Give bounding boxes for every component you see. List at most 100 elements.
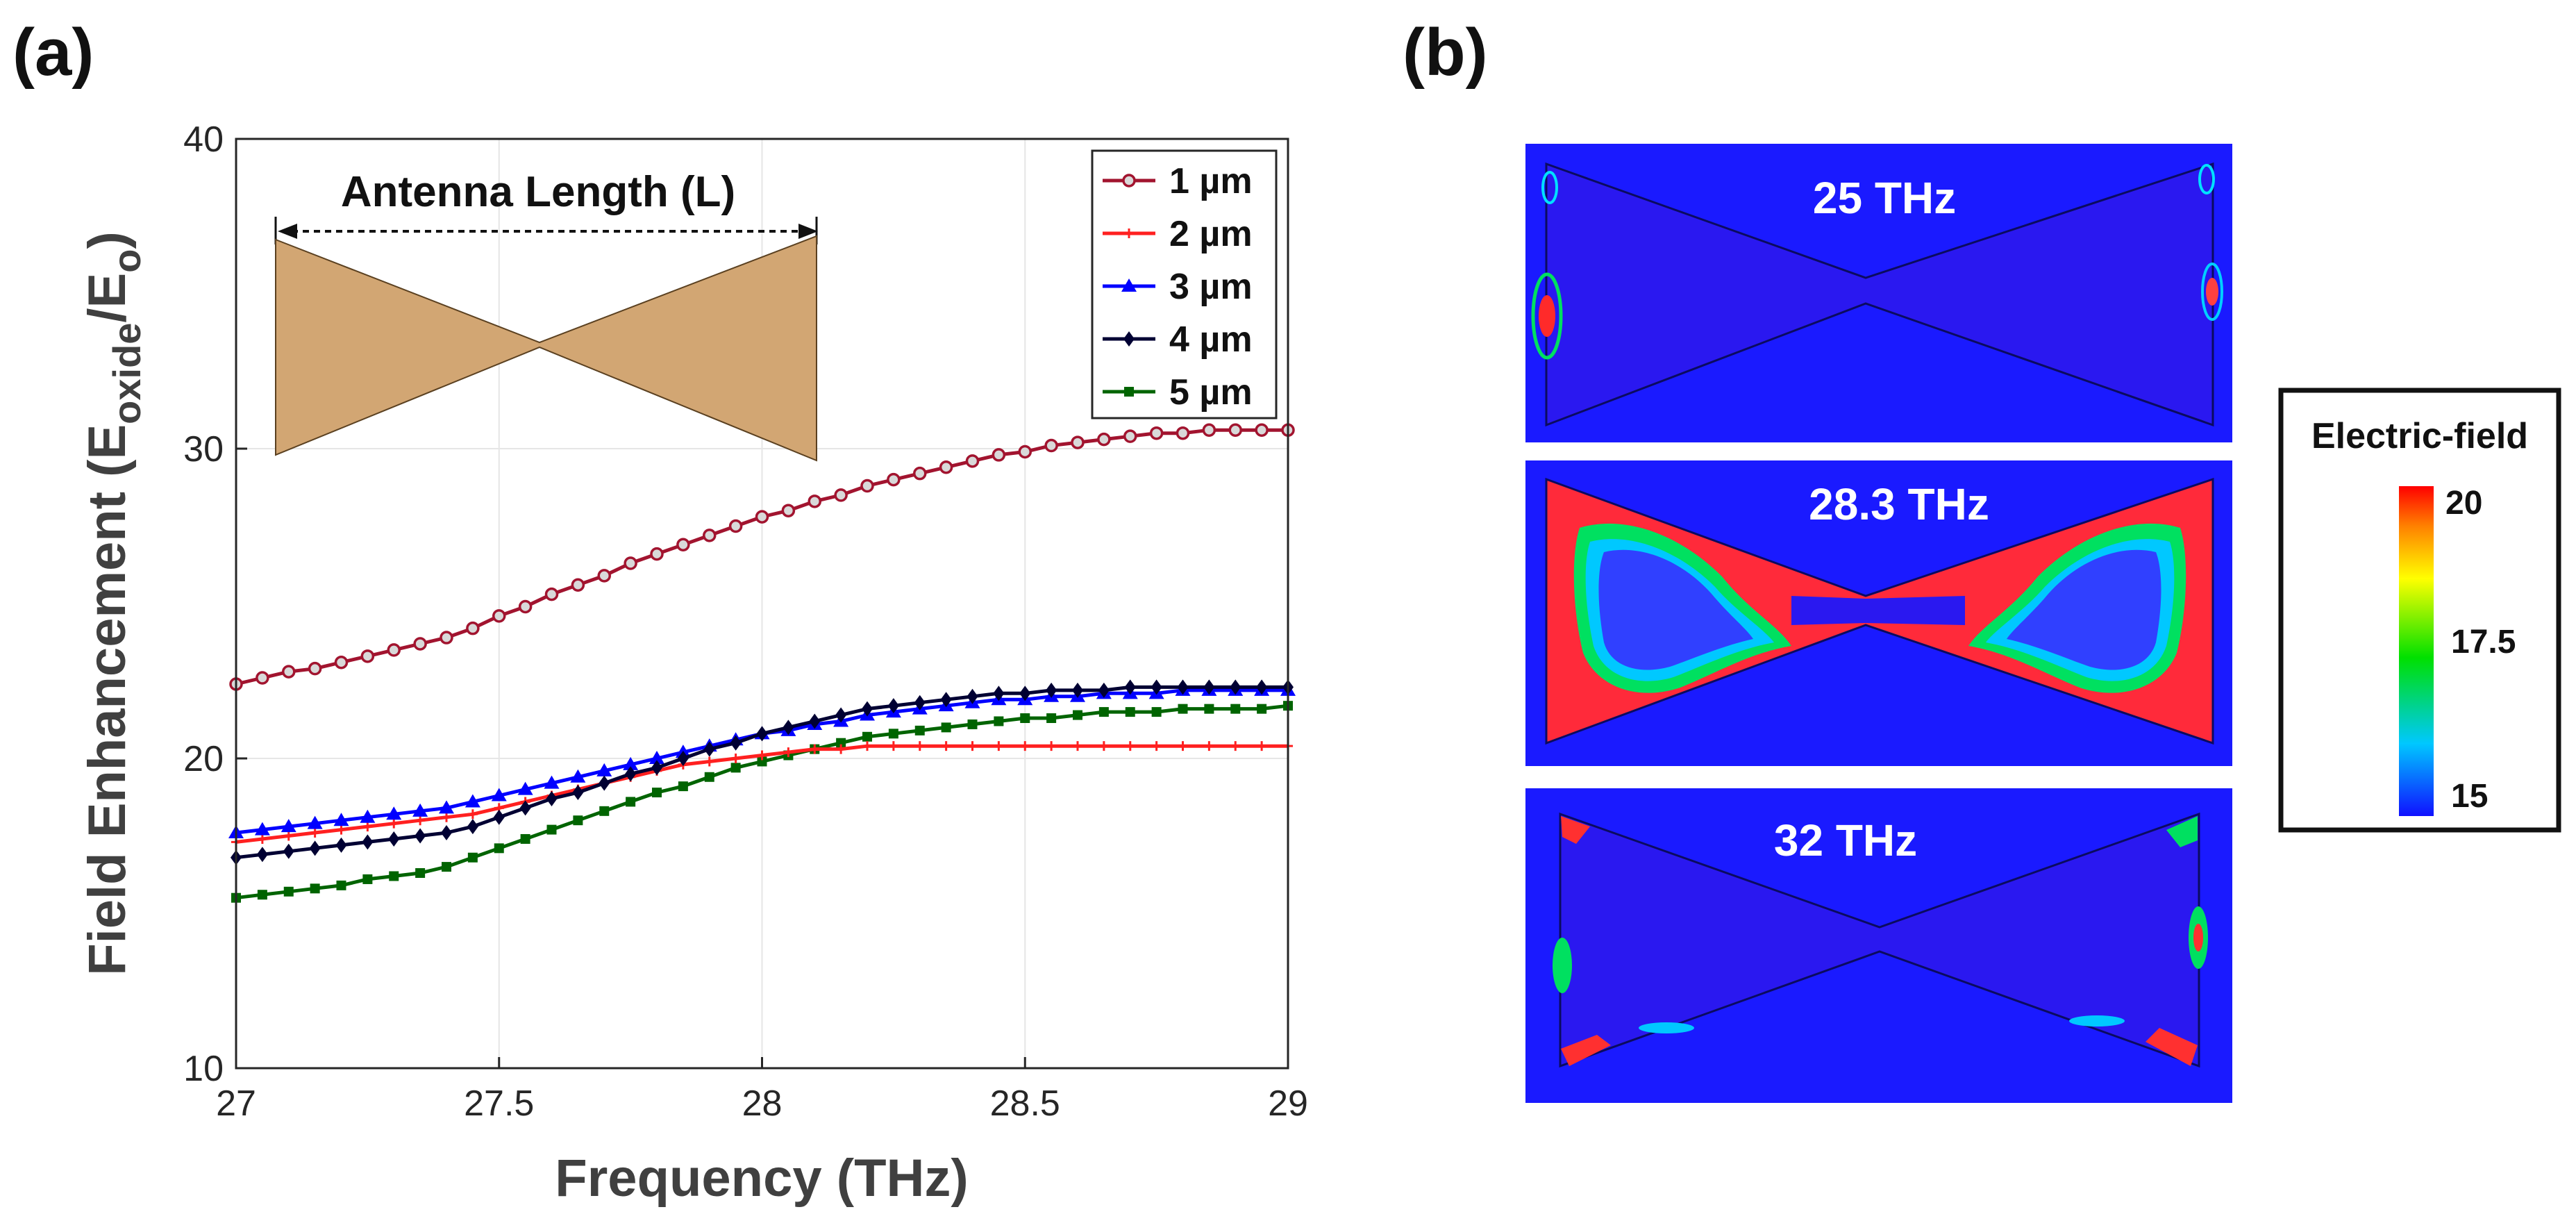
- colorbar: Electric-field 20 17.5 15: [2278, 388, 2561, 833]
- data-point: [781, 504, 796, 517]
- data-point: [965, 454, 980, 468]
- data-point: [756, 726, 768, 742]
- data-point: [914, 725, 925, 735]
- data-point: [1204, 704, 1214, 714]
- field-map-label: 25 THz: [1813, 173, 1956, 223]
- hotspot: [2166, 816, 2198, 847]
- data-point: [728, 519, 743, 533]
- hotspot: [1561, 816, 1590, 844]
- data-point: [307, 815, 323, 829]
- data-point: [544, 775, 560, 789]
- hotspots: [1531, 164, 2223, 360]
- data-point: [887, 698, 899, 714]
- data-point: [360, 649, 375, 663]
- data-point: [1230, 741, 1241, 751]
- x-tick-label: 27.5: [464, 1083, 534, 1124]
- data-point: [992, 448, 1006, 462]
- data-point: [834, 488, 848, 502]
- hotspot: [1553, 938, 1572, 993]
- data-point: [1178, 741, 1188, 751]
- data-point: [388, 831, 400, 847]
- data-point: [386, 806, 402, 820]
- data-point: [1177, 679, 1189, 695]
- data-point: [1124, 679, 1136, 695]
- bowtie-shape: [1545, 162, 2214, 427]
- data-point: [676, 538, 690, 552]
- panel-a-label: (a): [12, 15, 94, 90]
- data-point: [413, 637, 427, 651]
- data-point: [465, 794, 480, 808]
- data-point: [994, 741, 1004, 751]
- data-point: [1046, 741, 1057, 751]
- data-point: [862, 731, 872, 742]
- data-point: [650, 547, 664, 561]
- legend-marker: [1123, 331, 1135, 347]
- data-point: [1125, 707, 1135, 717]
- data-point: [596, 763, 612, 776]
- data-point: [994, 716, 1004, 726]
- data-point: [546, 824, 557, 835]
- data-point: [362, 834, 374, 850]
- data-point: [757, 756, 767, 767]
- data-point: [599, 806, 610, 816]
- data-point: [939, 460, 953, 474]
- legend-label: 1 µm: [1169, 161, 1253, 201]
- data-point: [704, 756, 714, 767]
- data-point: [546, 790, 558, 806]
- antenna-inset: Antenna Length (L): [274, 168, 818, 462]
- data-point: [940, 692, 952, 708]
- data-point: [441, 825, 452, 841]
- data-point: [1151, 707, 1162, 717]
- x-tick-label: 28: [742, 1083, 783, 1124]
- data-point: [1256, 679, 1268, 695]
- data-point: [599, 775, 610, 791]
- data-point: [283, 843, 294, 859]
- data-point: [389, 871, 399, 881]
- hotspot: [1539, 295, 1555, 337]
- data-point: [649, 751, 664, 764]
- data-point: [862, 741, 872, 751]
- y-title-sub-o: o: [105, 249, 149, 273]
- hotspot: [1561, 1035, 1611, 1066]
- axis-ticks: 27 27.5 28 28.5 29 10 20 30 40: [183, 119, 1308, 1124]
- data-point: [1178, 704, 1188, 714]
- data-point: [703, 529, 717, 542]
- data-point: [652, 788, 662, 798]
- data-point: [466, 621, 480, 635]
- y-title-part-3: /E: [78, 273, 137, 323]
- legend-marker: [1122, 174, 1136, 188]
- data-point: [257, 833, 267, 844]
- data-point: [415, 815, 426, 826]
- data-point: [335, 837, 347, 853]
- data-point: [783, 747, 794, 758]
- field-map-1: 25 THz: [1525, 144, 2232, 442]
- data-point: [1125, 741, 1135, 751]
- legend-label: 4 µm: [1169, 319, 1253, 360]
- data-point: [387, 643, 401, 657]
- y-title-part-5: ): [78, 231, 137, 249]
- data-point: [283, 831, 294, 841]
- hotspot: [2146, 1028, 2198, 1066]
- data-point: [1149, 426, 1164, 440]
- x-tick-label: 27: [216, 1083, 256, 1124]
- series-4-m: [231, 679, 1294, 865]
- data-point: [254, 822, 270, 836]
- data-point: [1230, 679, 1241, 695]
- data-point: [941, 741, 951, 751]
- hotspot-ring: [2198, 164, 2215, 194]
- data-point: [836, 738, 846, 748]
- y-tick-label: 30: [183, 429, 224, 469]
- data-point: [755, 510, 769, 524]
- data-point: [310, 883, 320, 894]
- y-title-sub-oxide: oxide: [105, 323, 149, 424]
- legend-entry: 3 µm: [1103, 267, 1253, 307]
- data-point: [967, 741, 978, 751]
- data-point: [808, 495, 821, 508]
- data-point: [467, 809, 478, 820]
- data-point: [415, 868, 426, 879]
- field-map-2: 28.3 THz: [1525, 460, 2232, 766]
- data-point: [1046, 682, 1057, 698]
- data-point: [362, 874, 373, 884]
- y-tick-label: 20: [183, 739, 224, 779]
